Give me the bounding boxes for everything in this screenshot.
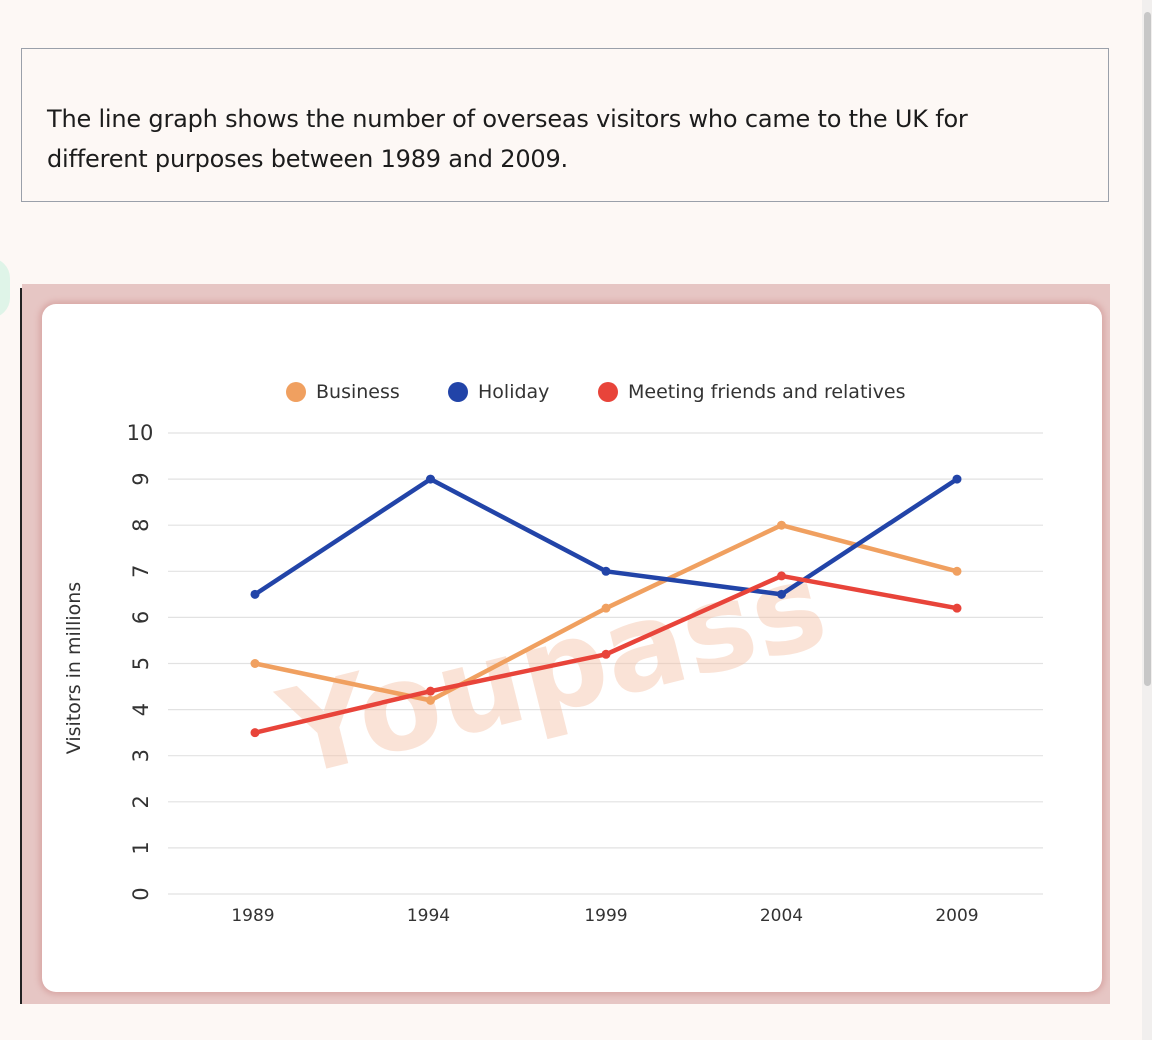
data-point [601,566,611,576]
x-tick-label: 2009 [935,906,978,926]
left-rule [20,288,22,1004]
y-tick-label: 0 [129,887,153,900]
y-tick-label: 1 [129,841,153,854]
chart-card [42,304,1102,992]
y-tick-label: 9 [129,472,153,485]
series-line [252,476,960,597]
watermark-text: Youpass [267,536,840,805]
data-point [250,659,260,668]
legend-marker [448,382,468,402]
page-scrollbar-thumb[interactable] [1144,12,1151,686]
y-tick-label: 6 [129,611,153,624]
data-point [601,603,611,613]
data-point [777,520,786,530]
y-tick-label: 10 [127,421,154,445]
side-tab[interactable] [0,258,10,318]
y-axis-label: Visitors in millions [63,582,85,754]
y-tick-label: 4 [129,703,153,716]
prompt-text: The line graph shows the number of overs… [47,105,968,173]
y-tick-labels: 0 1 2 3 4 5 6 7 8 9 10 [127,421,154,901]
x-tick-label: 1989 [231,906,274,926]
prompt-box: The line graph shows the number of overs… [21,48,1109,202]
data-point [250,589,260,599]
data-point [426,474,435,484]
x-tick-labels: 1989 1994 1999 2004 2009 [231,906,978,926]
legend-marker [598,382,618,402]
legend-label: Business [316,381,400,403]
legend-marker [286,382,306,402]
series-lines [250,474,962,738]
legend-label: Holiday [478,381,549,403]
y-tick-label: 7 [129,565,153,578]
y-tick-label: 5 [129,657,153,670]
watermark: Youpass [267,536,840,805]
legend: Business Holiday Meeting friends and relat… [286,381,906,403]
data-point [601,649,611,659]
chart-frame [22,284,1110,1004]
data-point [952,474,962,484]
data-point [777,589,786,599]
y-tick-label: 8 [129,519,153,532]
data-point [777,571,786,581]
y-tick-label: 2 [129,795,153,808]
data-point [952,566,962,576]
data-point [426,695,435,705]
data-point [426,686,435,696]
x-tick-label: 2004 [760,906,803,926]
data-point [952,603,962,613]
legend-label: Meeting friends and relatives [628,381,906,403]
y-tick-label: 3 [129,749,153,762]
x-tick-label: 1994 [407,906,450,926]
data-point [250,728,260,738]
x-tick-label: 1999 [584,906,627,926]
